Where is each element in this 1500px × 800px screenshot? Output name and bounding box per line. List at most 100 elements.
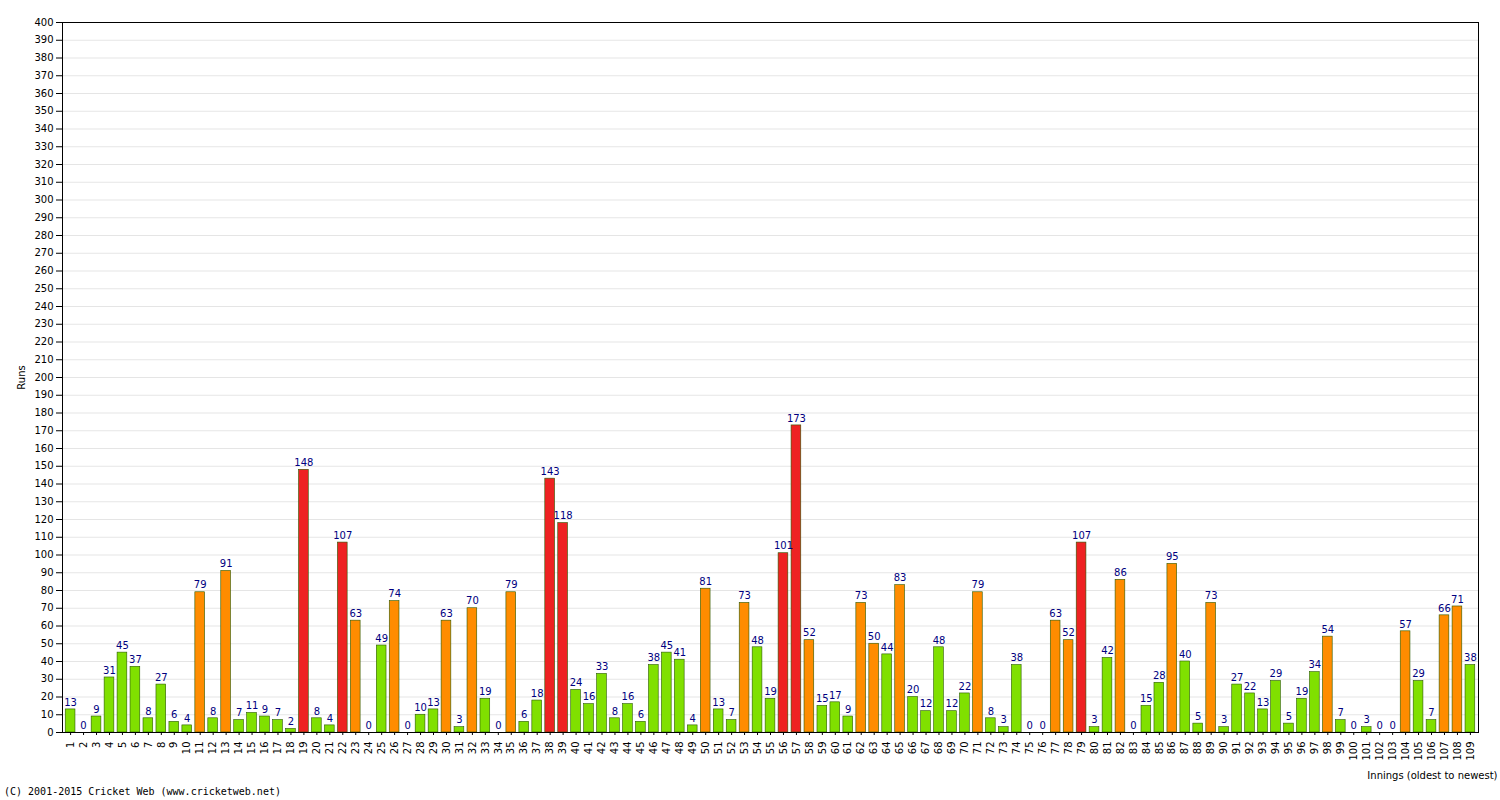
- svg-text:34: 34: [1308, 659, 1321, 670]
- svg-text:52: 52: [1062, 627, 1075, 638]
- svg-text:20: 20: [907, 684, 920, 695]
- svg-text:320: 320: [34, 159, 53, 170]
- svg-text:16: 16: [622, 691, 635, 702]
- svg-text:14: 14: [233, 742, 244, 755]
- svg-text:3: 3: [91, 742, 102, 748]
- svg-text:250: 250: [34, 283, 53, 294]
- svg-text:8: 8: [156, 742, 167, 748]
- svg-text:38: 38: [1010, 652, 1023, 663]
- svg-text:4: 4: [104, 742, 115, 748]
- svg-text:80: 80: [41, 585, 54, 596]
- svg-text:7: 7: [143, 742, 154, 748]
- svg-text:19: 19: [1296, 686, 1309, 697]
- svg-text:40: 40: [570, 742, 581, 755]
- svg-text:260: 260: [34, 265, 53, 276]
- svg-text:91: 91: [220, 558, 233, 569]
- svg-text:24: 24: [570, 677, 583, 688]
- svg-text:71: 71: [1451, 594, 1464, 605]
- svg-text:66: 66: [1438, 603, 1451, 614]
- svg-text:143: 143: [541, 466, 560, 477]
- svg-text:22: 22: [1244, 681, 1257, 692]
- svg-text:48: 48: [933, 635, 946, 646]
- svg-text:83: 83: [1128, 742, 1139, 755]
- svg-text:7: 7: [1428, 707, 1434, 718]
- svg-text:38: 38: [647, 652, 660, 663]
- svg-text:47: 47: [661, 742, 672, 755]
- svg-text:13: 13: [220, 742, 231, 755]
- svg-text:310: 310: [34, 176, 53, 187]
- svg-text:95: 95: [1283, 742, 1294, 755]
- svg-text:19: 19: [479, 686, 492, 697]
- svg-text:99: 99: [1335, 742, 1346, 755]
- svg-text:86: 86: [1166, 742, 1177, 755]
- svg-text:63: 63: [868, 742, 879, 755]
- svg-text:45: 45: [635, 742, 646, 755]
- svg-text:63: 63: [440, 608, 453, 619]
- svg-text:180: 180: [34, 407, 53, 418]
- svg-text:23: 23: [350, 742, 361, 755]
- svg-text:350: 350: [34, 105, 53, 116]
- svg-text:6: 6: [171, 709, 177, 720]
- svg-text:11: 11: [246, 700, 259, 711]
- svg-text:83: 83: [894, 572, 907, 583]
- svg-text:0: 0: [404, 720, 410, 731]
- svg-text:120: 120: [34, 514, 53, 525]
- svg-text:22: 22: [337, 742, 348, 755]
- svg-text:5: 5: [117, 742, 128, 748]
- svg-text:65: 65: [894, 742, 905, 755]
- svg-text:0: 0: [1351, 720, 1357, 731]
- svg-text:300: 300: [34, 194, 53, 205]
- svg-text:91: 91: [1231, 742, 1242, 755]
- svg-text:0: 0: [80, 720, 86, 731]
- svg-text:13: 13: [712, 697, 725, 708]
- svg-text:38: 38: [544, 742, 555, 755]
- svg-text:30: 30: [41, 673, 54, 684]
- svg-text:32: 32: [467, 742, 478, 755]
- svg-text:33: 33: [596, 661, 609, 672]
- svg-text:101: 101: [774, 540, 793, 551]
- svg-text:58: 58: [804, 742, 815, 755]
- svg-text:48: 48: [751, 635, 764, 646]
- svg-text:84: 84: [1141, 742, 1152, 755]
- svg-text:8: 8: [612, 706, 618, 717]
- svg-text:29: 29: [1270, 668, 1283, 679]
- svg-text:17: 17: [829, 690, 842, 701]
- svg-text:4: 4: [690, 713, 696, 724]
- svg-text:92: 92: [1244, 742, 1255, 755]
- svg-text:200: 200: [34, 372, 53, 383]
- svg-text:72: 72: [985, 742, 996, 755]
- svg-text:7: 7: [236, 707, 242, 718]
- svg-text:24: 24: [363, 742, 374, 755]
- svg-text:43: 43: [609, 742, 620, 755]
- svg-text:48: 48: [674, 742, 685, 755]
- svg-text:8: 8: [314, 706, 320, 717]
- svg-text:130: 130: [34, 496, 53, 507]
- svg-text:60: 60: [41, 620, 54, 631]
- svg-text:71: 71: [972, 742, 983, 755]
- svg-text:73: 73: [1205, 590, 1218, 601]
- svg-text:5: 5: [1286, 711, 1292, 722]
- svg-text:77: 77: [1050, 742, 1061, 755]
- svg-text:44: 44: [622, 742, 633, 755]
- svg-text:57: 57: [1399, 619, 1412, 630]
- svg-text:110: 110: [34, 531, 53, 542]
- svg-text:150: 150: [34, 460, 53, 471]
- svg-text:90: 90: [1218, 742, 1229, 755]
- svg-text:16: 16: [259, 742, 270, 755]
- svg-text:64: 64: [881, 742, 892, 755]
- svg-text:81: 81: [1102, 742, 1113, 755]
- svg-text:45: 45: [660, 640, 673, 651]
- svg-text:220: 220: [34, 336, 53, 347]
- svg-text:19: 19: [298, 742, 309, 755]
- svg-text:31: 31: [103, 665, 116, 676]
- svg-text:67: 67: [920, 742, 931, 755]
- svg-text:57: 57: [791, 742, 802, 755]
- svg-text:3: 3: [1001, 714, 1007, 725]
- svg-text:12: 12: [946, 698, 959, 709]
- svg-text:38: 38: [1464, 652, 1477, 663]
- svg-text:11: 11: [194, 742, 205, 755]
- svg-text:0: 0: [1130, 720, 1136, 731]
- svg-text:37: 37: [531, 742, 542, 755]
- svg-text:55: 55: [765, 742, 776, 755]
- svg-text:62: 62: [855, 742, 866, 755]
